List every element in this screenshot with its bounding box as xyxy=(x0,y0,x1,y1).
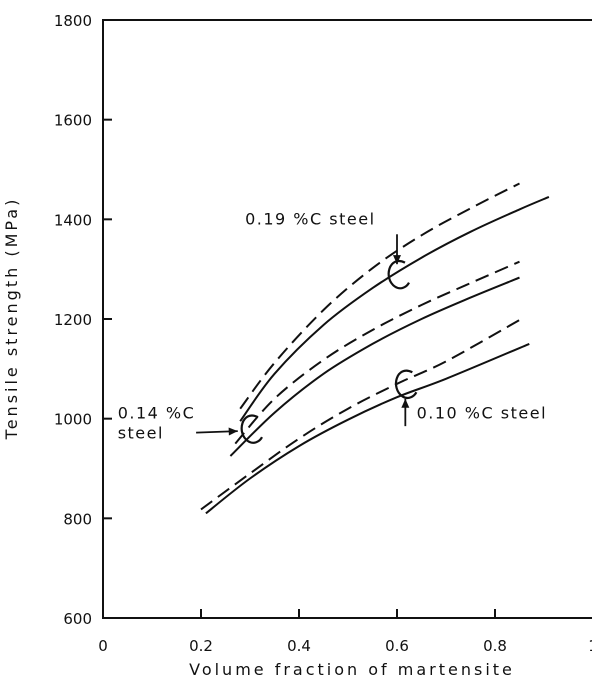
annotation-014c: 0.14 %C xyxy=(118,404,196,423)
x-tick-label: 0 xyxy=(98,637,108,655)
plot-border xyxy=(102,19,592,619)
arrow-019c xyxy=(393,234,401,265)
dashed-series-line-5 xyxy=(200,319,520,511)
solid-series-line-2 xyxy=(239,195,550,422)
series-lines xyxy=(200,182,550,515)
x-tick-label: 1 xyxy=(588,637,592,655)
y-tick-label: 600 xyxy=(63,610,92,628)
dashed-series-line-3 xyxy=(234,260,520,445)
arrow-010c xyxy=(401,398,410,427)
annotation-010c-steel: 0.10 %C steel xyxy=(417,404,547,423)
arrow-014c xyxy=(196,427,238,436)
x-tick-label: 0.6 xyxy=(385,637,409,655)
x-axis-label: Volume fraction of martensite xyxy=(189,660,515,679)
arrow-head xyxy=(393,255,401,265)
x-tick-label: 0.2 xyxy=(189,637,213,655)
y-tick-label: 1200 xyxy=(54,311,92,329)
y-axis-label: Tensile strength (MPa) xyxy=(2,197,21,441)
x-tick-label: 0.8 xyxy=(483,637,507,655)
y-tick-label: 1400 xyxy=(54,211,92,229)
y-tick-label: 1000 xyxy=(54,411,92,429)
bracket-019c xyxy=(387,259,410,290)
dashed-series-line-1 xyxy=(239,182,520,410)
x-tick-label: 0.4 xyxy=(287,637,311,655)
axis-ticks: 00.20.40.60.8160080010001200140016001800 xyxy=(54,12,592,655)
bracket-010c xyxy=(394,369,418,399)
solid-series-line-4 xyxy=(229,276,520,457)
plot-frame xyxy=(102,19,592,619)
bracket-markers xyxy=(240,259,418,444)
annotation-014c-steel: steel xyxy=(118,424,164,443)
y-tick-label: 800 xyxy=(63,510,92,528)
bracket-014c xyxy=(240,414,263,444)
arrow-head xyxy=(401,398,410,408)
y-tick-label: 1600 xyxy=(54,112,92,130)
annotation-019c-steel: 0.19 %C steel xyxy=(245,209,375,228)
arrow-head xyxy=(228,427,238,436)
y-tick-label: 1800 xyxy=(54,12,92,30)
solid-series-line-6 xyxy=(205,342,530,515)
